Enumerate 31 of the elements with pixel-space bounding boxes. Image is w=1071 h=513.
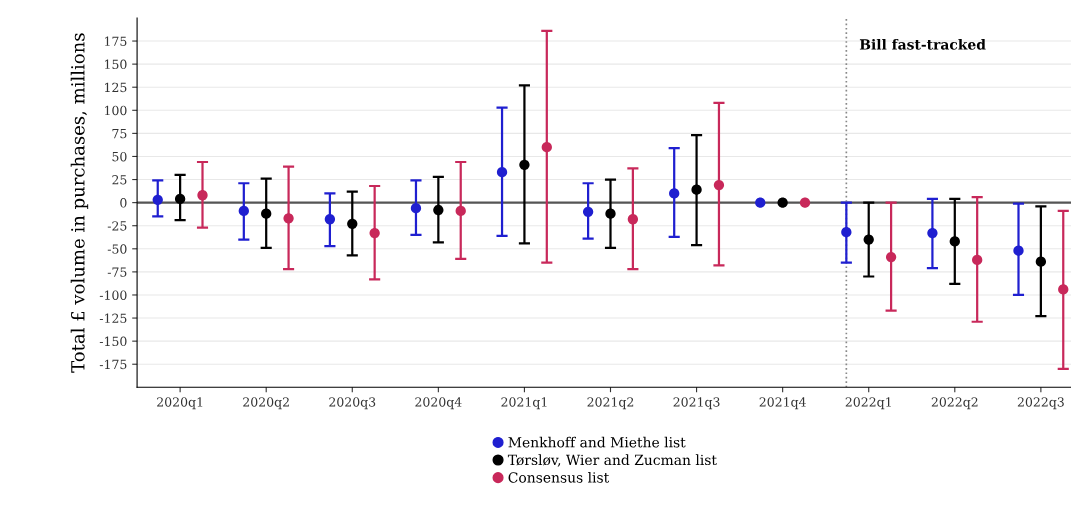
y-tick-label: -25 bbox=[107, 221, 127, 231]
y-tick-label: -100 bbox=[99, 290, 127, 300]
y-axis-title: Total £ volume in purchases, millions bbox=[70, 33, 89, 373]
x-tick-label: 2020q2 bbox=[243, 397, 289, 410]
x-tick-label: 2022q2 bbox=[931, 397, 978, 410]
x-tick-label: 2021q2 bbox=[587, 397, 634, 410]
legend-label: Tørsløv, Wier and Zucman list bbox=[507, 454, 717, 467]
x-tick-label: 2021q3 bbox=[673, 397, 720, 410]
x-tick-label: 2022q1 bbox=[845, 397, 891, 410]
y-tick-label: 0 bbox=[120, 198, 127, 208]
x-tick-label: 2022q3 bbox=[1017, 397, 1064, 410]
y-tick-label: 175 bbox=[105, 36, 127, 46]
y-tick-label: 100 bbox=[105, 105, 127, 116]
y-tick-label: -75 bbox=[107, 267, 127, 277]
y-tick-label: 125 bbox=[105, 82, 127, 93]
y-tick-label: 25 bbox=[112, 175, 127, 185]
x-tick-label: 2021q1 bbox=[501, 397, 547, 410]
legend-label: Consensus list bbox=[508, 471, 610, 483]
y-tick-label: -150 bbox=[99, 336, 127, 347]
x-tick-label: 2020q3 bbox=[329, 397, 376, 410]
legend-label: Menkhoff and Miethe list bbox=[508, 436, 686, 448]
y-tick-label: 150 bbox=[105, 59, 127, 70]
y-tick-label: 75 bbox=[112, 129, 127, 139]
x-tick-label: 2020q1 bbox=[157, 397, 203, 410]
x-tick-label: 2020q4 bbox=[415, 397, 462, 410]
x-tick-label: 2021q4 bbox=[759, 397, 806, 410]
y-tick-label: -125 bbox=[99, 313, 127, 323]
ref-line-label: Bill fast-tracked bbox=[859, 38, 986, 50]
y-tick-label: -50 bbox=[107, 244, 127, 254]
y-tick-label: -175 bbox=[99, 359, 127, 370]
y-tick-label: 50 bbox=[112, 151, 127, 162]
